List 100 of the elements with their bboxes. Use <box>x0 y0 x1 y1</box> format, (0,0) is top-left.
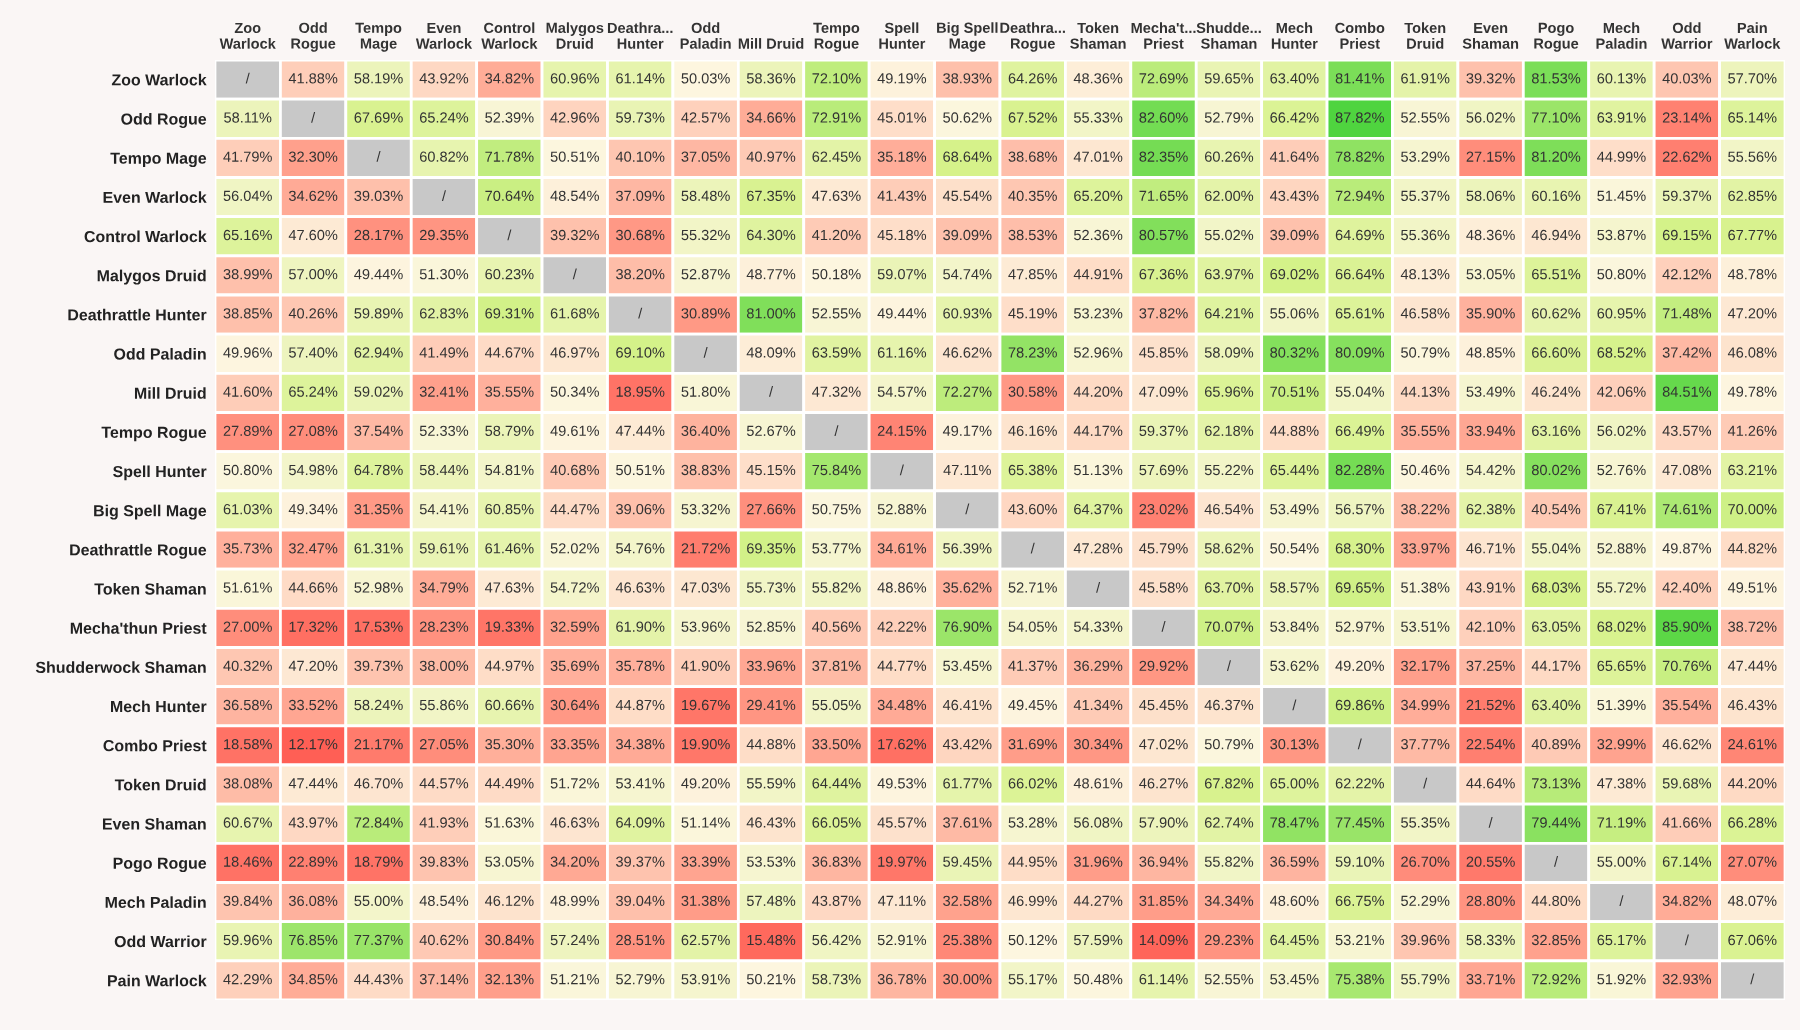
text: / <box>1554 856 1559 867</box>
data-label: 58.62% <box>1204 543 1254 554</box>
text: / <box>1096 581 1101 593</box>
x-tick-label: Even Warlock <box>415 22 473 49</box>
data-label: 27.15% <box>1466 151 1515 162</box>
data-label: 52.29% <box>1401 895 1450 906</box>
data-label: 45.19% <box>1008 308 1057 319</box>
data-label: 65.24% <box>419 112 469 123</box>
data-label: 75.84% <box>812 464 861 476</box>
data-label: 62.18% <box>1204 425 1254 436</box>
data-label: 39.37% <box>616 856 665 867</box>
y-tick-label: Deathrattle Hunter <box>68 308 207 321</box>
data-label: 58.09% <box>1204 347 1254 358</box>
data-label: 27.66% <box>747 504 796 515</box>
data-label: 39.04% <box>616 895 665 906</box>
data-label: 21.17% <box>354 739 403 750</box>
data-label: 52.87% <box>681 269 730 280</box>
data-label: 36.29% <box>1073 660 1123 671</box>
data-label: 62.45% <box>812 151 861 162</box>
data-label: 74.61% <box>1662 504 1712 515</box>
data-label: 55.72% <box>1597 582 1646 593</box>
data-label: 50.51% <box>550 151 599 162</box>
data-label: 56.57% <box>1335 504 1384 515</box>
data-label: 48.13% <box>1400 269 1450 280</box>
data-label: 38.93% <box>943 73 992 84</box>
data-label: 33.94% <box>1466 425 1515 436</box>
y-tick-label: Mecha'thun Priest <box>70 622 207 634</box>
data-label: 67.06% <box>1728 934 1777 946</box>
data-label: 48.77% <box>746 269 796 280</box>
data-label: 34.34% <box>1204 895 1254 906</box>
data-label: 50.80% <box>1597 269 1646 280</box>
data-label: 69.65% <box>1335 582 1384 593</box>
data-label: 46.41% <box>942 699 992 711</box>
data-label: 19.33% <box>485 621 534 632</box>
data-label: 65.16% <box>223 229 272 241</box>
data-label: 52.55% <box>812 308 861 319</box>
data-label: 45.85% <box>1139 347 1188 358</box>
data-label: 41.43% <box>877 190 927 201</box>
data-label: 78.47% <box>1270 817 1319 828</box>
data-label: 40.32% <box>223 660 272 671</box>
data-label: 70.64% <box>485 190 534 201</box>
data-label: 57.00% <box>288 269 338 280</box>
data-label: 30.58% <box>1008 386 1057 397</box>
y-tick-label: Even Warlock <box>103 191 207 204</box>
data-label: 38.20% <box>616 269 665 280</box>
data-label: 63.05% <box>1532 621 1581 632</box>
data-label: 52.91% <box>877 934 927 946</box>
data-label: 50.75% <box>812 504 861 515</box>
data-label: 55.56% <box>1728 151 1777 162</box>
data-label: 47.11% <box>943 464 991 476</box>
text: / <box>1226 660 1231 671</box>
y-tick-label: Control Warlock <box>84 230 207 243</box>
data-label: 52.33% <box>419 425 469 436</box>
data-label: 19.97% <box>878 856 927 867</box>
data-label: 59.37% <box>1662 190 1712 201</box>
y-tick-label: Mill Druid <box>134 387 206 399</box>
data-label: 49.17% <box>942 425 992 436</box>
data-label: 58.33% <box>1466 934 1515 946</box>
data-label: 50.54% <box>1270 543 1319 554</box>
y-tick-label: Mech Hunter <box>111 700 207 713</box>
data-label: 46.71% <box>1466 543 1515 554</box>
data-label: 52.76% <box>1597 464 1646 476</box>
data-label: 48.99% <box>550 895 599 906</box>
data-label: 56.04% <box>223 190 272 201</box>
data-label: 65.96% <box>1204 386 1254 397</box>
data-label: 69.02% <box>1270 269 1319 280</box>
data-label: 24.15% <box>877 425 927 436</box>
data-label: 66.42% <box>1270 112 1319 123</box>
data-label: 62.38% <box>1466 504 1515 515</box>
data-label: 26.70% <box>1401 856 1450 867</box>
x-tick-label: Combo Priest <box>1335 22 1385 49</box>
data-label: 55.17% <box>1008 974 1057 985</box>
data-label: 55.33% <box>1073 112 1123 123</box>
data-label: 56.08% <box>1073 817 1123 828</box>
data-label: 57.48% <box>746 895 796 906</box>
data-label: 49.20% <box>1335 660 1384 671</box>
data-label: 81.53% <box>1531 73 1581 84</box>
data-label: 12.17% <box>289 739 338 750</box>
data-label: 57.69% <box>1139 464 1188 476</box>
text: / <box>441 190 446 201</box>
y-tick-label: Deathrattle Rogue <box>70 543 207 559</box>
data-label: 80.02% <box>1531 464 1581 476</box>
data-label: 37.14% <box>419 974 469 985</box>
data-label: 49.44% <box>877 308 927 319</box>
y-tick-label: Mech Paladin <box>105 896 206 909</box>
data-label: 30.89% <box>681 308 730 319</box>
data-label: 28.51% <box>616 934 665 946</box>
data-label: 59.02% <box>354 386 403 397</box>
data-label: 77.10% <box>1532 112 1581 123</box>
data-label: 38.72% <box>1728 621 1777 632</box>
data-label: 52.02% <box>550 543 599 554</box>
data-label: 59.96% <box>223 934 272 946</box>
data-label: 59.89% <box>354 308 403 319</box>
text: / <box>245 72 250 84</box>
data-label: 51.39% <box>1597 699 1646 711</box>
data-label: 19.67% <box>682 699 730 711</box>
data-label: 52.71% <box>1008 582 1057 593</box>
data-label: 80.57% <box>1139 229 1188 241</box>
data-label: 62.83% <box>419 308 469 319</box>
data-label: 73.13% <box>1532 778 1581 789</box>
